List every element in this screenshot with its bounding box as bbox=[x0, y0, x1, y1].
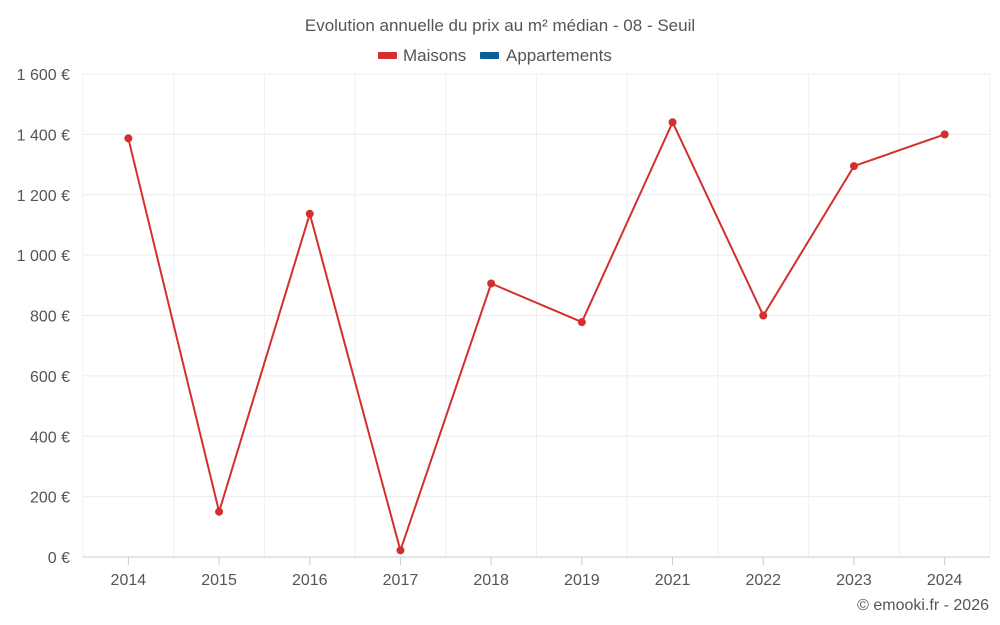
y-tick-label: 1 000 € bbox=[17, 248, 70, 265]
grid bbox=[82, 73, 991, 557]
data-point[interactable] bbox=[124, 134, 133, 143]
data-point[interactable] bbox=[215, 507, 224, 516]
data-point[interactable] bbox=[759, 311, 768, 320]
x-tick-label: 2018 bbox=[473, 572, 509, 589]
y-tick-label: 800 € bbox=[30, 309, 70, 326]
x-tick-label: 2022 bbox=[745, 572, 781, 589]
x-tick-label: 2019 bbox=[564, 572, 600, 589]
x-tick-label: 2015 bbox=[201, 572, 237, 589]
data-point[interactable] bbox=[305, 209, 314, 218]
y-tick-label: 1 400 € bbox=[17, 127, 70, 144]
y-tick-label: 0 € bbox=[48, 550, 70, 567]
data-point[interactable] bbox=[487, 279, 496, 288]
legend: Maisons Appartements bbox=[378, 46, 612, 65]
x-tick-label: 2023 bbox=[836, 572, 872, 589]
legend-item-maisons[interactable]: Maisons bbox=[378, 46, 466, 65]
y-tick-label: 400 € bbox=[30, 429, 70, 446]
y-tick-label: 1 600 € bbox=[17, 67, 70, 84]
y-tick-label: 600 € bbox=[30, 369, 70, 386]
chart-title: Evolution annuelle du prix au m² médian … bbox=[305, 16, 695, 35]
x-tick-label: 2016 bbox=[292, 572, 328, 589]
legend-swatch-appartements bbox=[480, 52, 499, 59]
x-tick-label: 2017 bbox=[383, 572, 419, 589]
data-point[interactable] bbox=[940, 130, 949, 139]
series bbox=[124, 118, 949, 555]
series-line-maisons bbox=[127, 121, 945, 552]
x-tick-label: 2014 bbox=[111, 572, 147, 589]
x-tick-label: 2021 bbox=[655, 572, 691, 589]
legend-label-appartements: Appartements bbox=[506, 46, 612, 65]
data-point[interactable] bbox=[849, 162, 858, 171]
legend-item-appartements[interactable]: Appartements bbox=[480, 46, 612, 65]
legend-label-maisons: Maisons bbox=[403, 46, 466, 65]
x-tick-label: 2024 bbox=[927, 572, 963, 589]
data-point[interactable] bbox=[396, 546, 405, 555]
data-point[interactable] bbox=[668, 118, 677, 127]
credit-text[interactable]: © emooki.fr - 2026 bbox=[857, 597, 989, 614]
data-point[interactable] bbox=[577, 318, 586, 327]
y-tick-label: 1 200 € bbox=[17, 188, 70, 205]
legend-swatch-maisons bbox=[378, 52, 397, 59]
axes: 0 € 200 € 400 € 600 € 800 € 1 000 € 1 200 € 1 4… bbox=[17, 67, 990, 589]
y-tick-label: 200 € bbox=[30, 490, 70, 507]
